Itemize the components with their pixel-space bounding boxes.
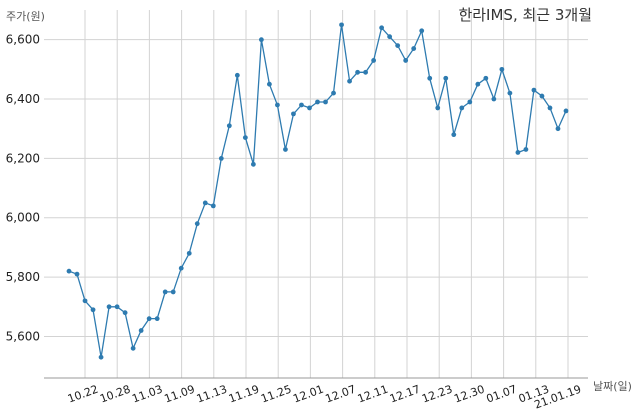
data-point <box>515 150 521 155</box>
data-point <box>178 265 184 271</box>
y-tick-label: 6,600 <box>6 33 40 47</box>
data-point <box>315 99 320 105</box>
data-point <box>218 155 224 161</box>
x-tick-label: 11.25 <box>259 383 293 406</box>
data-point <box>138 328 144 333</box>
data-point <box>459 105 465 111</box>
data-point <box>234 72 240 78</box>
x-tick-label: 12.01 <box>291 383 325 406</box>
data-point <box>507 90 513 96</box>
data-point <box>283 147 288 152</box>
chart-title: 한라IMS, 최근 3개월 <box>458 6 592 24</box>
data-point <box>66 268 72 274</box>
data-point <box>467 99 473 105</box>
data-point <box>275 102 280 108</box>
data-point <box>154 316 160 322</box>
x-tick-label: 01.07 <box>485 383 519 406</box>
y-tick-label: 6,200 <box>6 151 40 165</box>
data-point <box>258 37 264 43</box>
x-tick-label: 12.11 <box>356 383 390 406</box>
series-line <box>68 24 567 358</box>
x-tick-label: 12.30 <box>452 383 486 406</box>
data-point <box>371 58 377 63</box>
data-point <box>363 69 368 75</box>
data-point <box>202 200 208 206</box>
data-point <box>403 58 409 63</box>
x-tick-label: 11.09 <box>163 383 197 406</box>
data-point <box>435 105 441 111</box>
data-point <box>226 123 232 129</box>
data-point <box>331 90 336 96</box>
data-point <box>90 307 96 313</box>
y-tick-label: 6,000 <box>6 211 40 225</box>
x-tick-label: 10.22 <box>66 383 100 406</box>
data-point <box>210 203 216 209</box>
data-point <box>299 102 304 108</box>
x-tick-labels: 10.2210.2811.0311.0911.1311.1911.2512.01… <box>66 383 583 412</box>
data-point <box>267 81 272 87</box>
x-tick-label: 12.23 <box>420 383 454 406</box>
y-tick-label: 5,600 <box>6 329 40 343</box>
data-point <box>114 304 120 310</box>
data-point <box>355 69 360 75</box>
x-tick-label: 12.17 <box>388 383 422 406</box>
data-point <box>443 75 449 81</box>
x-axis-label: 날짜(일) <box>593 380 632 393</box>
data-point <box>379 25 385 31</box>
data-point <box>186 250 192 256</box>
data-point <box>555 126 561 132</box>
data-point <box>323 99 328 105</box>
data-point <box>291 111 296 117</box>
data-point <box>491 96 497 102</box>
data-point <box>523 147 529 152</box>
data-point <box>106 304 112 310</box>
data-point <box>242 135 248 141</box>
data-point <box>130 345 136 351</box>
data-point <box>419 28 425 34</box>
data-point <box>122 310 128 316</box>
data-point <box>250 161 256 167</box>
x-tick-label: 11.13 <box>195 383 229 406</box>
y-tick-labels: 5,600 5,800 6,000 6,200 6,400 6,600 <box>6 33 40 344</box>
data-point <box>547 105 553 111</box>
data-point <box>387 34 393 40</box>
data-point <box>531 87 537 93</box>
data-point <box>427 75 433 81</box>
x-tick-label: 11.19 <box>227 383 261 406</box>
data-point <box>307 105 312 111</box>
data-point <box>194 221 200 227</box>
data-point <box>483 75 489 81</box>
data-point <box>170 289 176 295</box>
y-axis-label: 주가(원) <box>6 10 45 23</box>
data-point <box>475 81 481 87</box>
data-point <box>74 271 80 277</box>
data-point <box>499 66 505 72</box>
y-tick-label: 6,400 <box>6 92 40 106</box>
x-tick-label: 10.28 <box>98 383 132 406</box>
data-point <box>146 316 152 322</box>
x-tick-label: 11.03 <box>130 383 164 406</box>
y-tick-label: 5,800 <box>6 270 40 284</box>
data-point <box>563 108 569 114</box>
data-point <box>395 43 401 49</box>
data-point <box>451 132 457 138</box>
data-point <box>539 93 545 99</box>
grid <box>44 10 588 378</box>
data-point <box>82 298 88 304</box>
data-point <box>162 289 168 295</box>
data-point <box>347 78 352 84</box>
x-tick-label: 12.07 <box>324 383 358 406</box>
data-point <box>339 22 344 28</box>
data-point <box>98 354 104 360</box>
data-point <box>411 46 417 51</box>
data-points <box>66 22 569 360</box>
